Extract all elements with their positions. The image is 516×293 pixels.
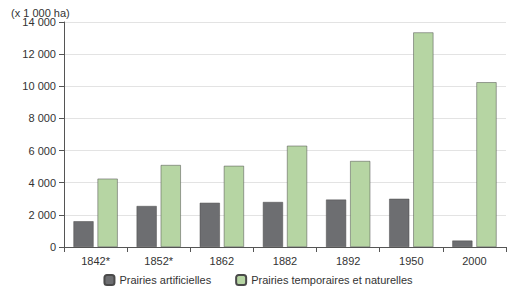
svg-text:1852*: 1852* [144, 255, 173, 267]
svg-text:2000: 2000 [462, 255, 486, 267]
svg-text:1950: 1950 [399, 255, 423, 267]
svg-text:Prairies artificielles: Prairies artificielles [119, 274, 211, 286]
svg-text:Prairies temporaires et nature: Prairies temporaires et naturelles [251, 274, 413, 286]
svg-text:(x 1 000 ha): (x 1 000 ha) [11, 7, 70, 19]
svg-text:14 000: 14 000 [22, 16, 56, 28]
svg-text:12 000: 12 000 [22, 48, 56, 60]
svg-text:4 000: 4 000 [28, 177, 56, 189]
svg-text:6 000: 6 000 [28, 145, 56, 157]
svg-text:1842*: 1842* [81, 255, 110, 267]
svg-text:1882: 1882 [273, 255, 297, 267]
svg-text:1892: 1892 [336, 255, 360, 267]
svg-text:1862: 1862 [210, 255, 234, 267]
svg-text:2 000: 2 000 [28, 209, 56, 221]
svg-text:8 000: 8 000 [28, 112, 56, 124]
svg-text:10 000: 10 000 [22, 80, 56, 92]
svg-text:0: 0 [50, 241, 56, 253]
